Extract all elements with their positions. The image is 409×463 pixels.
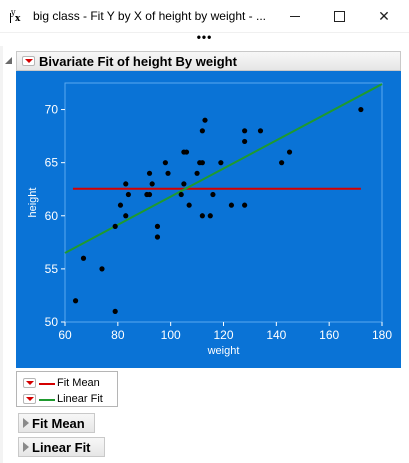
linear-fit-outline[interactable]: Linear Fit	[18, 437, 105, 457]
data-point-33	[242, 128, 248, 134]
x-tick-label-120: 120	[213, 328, 233, 342]
y-axis-ticks: 50 55 60 65 70	[45, 103, 65, 329]
data-point-6	[123, 181, 129, 187]
legend-label-fit-mean: Fit Mean	[57, 377, 100, 389]
y-tick-label-70: 70	[45, 103, 59, 117]
data-point-5	[117, 202, 124, 208]
x-tick-label-60: 60	[58, 328, 72, 342]
x-tick-label-180: 180	[372, 328, 392, 342]
red-triangle-menu-icon[interactable]	[23, 394, 36, 404]
data-point-31	[228, 202, 235, 208]
data-point-8	[125, 191, 131, 198]
y-tick-label-65: 65	[45, 156, 59, 170]
bivariate-outline-header[interactable]: Bivariate Fit of height By weight	[16, 51, 401, 71]
frame	[64, 82, 383, 323]
data-point-26	[199, 213, 205, 219]
y-tick-label-50: 50	[45, 315, 59, 329]
legend-swatch-fit-mean	[39, 383, 55, 385]
data-point-17	[178, 191, 184, 198]
maximize-button[interactable]	[316, 0, 362, 32]
scatter-chart[interactable]: 60 80 100 120 140 160 180 50 55 60 65 70 weight he…	[16, 71, 401, 368]
data-point-30	[218, 160, 224, 166]
plot-background	[16, 71, 401, 368]
data-point-27	[202, 117, 208, 123]
data-point-20	[183, 149, 190, 155]
data-point-32	[242, 138, 248, 145]
red-triangle-menu-icon[interactable]	[22, 56, 35, 66]
data-point-35	[257, 128, 264, 134]
red-triangle-menu-icon[interactable]	[23, 378, 36, 388]
data-point-21	[186, 202, 192, 208]
y-tick-label-60: 60	[45, 209, 59, 223]
data-point-12	[149, 181, 155, 187]
window-title: big class - Fit Y by X of height by weig…	[33, 9, 266, 23]
minimize-button[interactable]	[272, 0, 318, 32]
data-point-16	[165, 170, 171, 176]
close-icon: ✕	[378, 8, 390, 24]
data-point-24	[199, 160, 205, 166]
minimize-icon	[290, 16, 300, 17]
data-point-29	[210, 191, 216, 198]
data-point-34	[242, 202, 248, 208]
legend: Fit Mean Linear Fit	[16, 371, 118, 407]
data-point-11	[146, 191, 153, 198]
data-point-38	[358, 106, 364, 113]
data-point-25	[199, 128, 205, 134]
legend-swatch-linear-fit	[39, 399, 55, 401]
x-axis-ticks: 60 80 100 120 140 160 180	[58, 322, 392, 342]
x-axis-label: weight	[207, 345, 240, 357]
data-point-4	[112, 223, 118, 229]
legend-item-linear-fit[interactable]: Linear Fit	[17, 391, 117, 407]
linear-fit-outline-title: Linear Fit	[32, 440, 91, 455]
x-tick-label-100: 100	[161, 328, 181, 342]
fit-mean-outline[interactable]: Fit Mean	[18, 413, 95, 433]
maximize-icon	[334, 11, 345, 22]
data-points	[72, 106, 364, 314]
overflow-menu-dots-icon[interactable]: •••	[196, 30, 213, 44]
data-point-0	[72, 298, 79, 304]
y-axis-label: height	[27, 188, 39, 218]
data-point-15	[162, 160, 168, 166]
data-point-2	[99, 266, 105, 272]
data-point-10	[146, 170, 153, 176]
data-point-13	[154, 234, 161, 240]
data-point-36	[279, 160, 285, 166]
x-tick-label-80: 80	[111, 328, 125, 342]
data-point-1	[80, 255, 87, 261]
fit-mean-outline-title: Fit Mean	[32, 416, 85, 431]
data-point-18	[181, 181, 187, 187]
expand-triangle-icon[interactable]	[23, 418, 29, 428]
data-point-3	[112, 308, 118, 314]
x-tick-label-140: 140	[266, 328, 286, 342]
legend-label-linear-fit: Linear Fit	[57, 393, 103, 405]
collapse-outline-icon[interactable]	[5, 57, 12, 64]
data-point-7	[123, 213, 129, 219]
data-point-22	[194, 170, 200, 176]
data-point-14	[154, 223, 161, 229]
linear-fit-line	[64, 83, 383, 254]
expand-triangle-icon[interactable]	[23, 442, 29, 452]
report-title: Bivariate Fit of height By weight	[39, 54, 237, 69]
y-tick-label-55: 55	[45, 262, 59, 276]
close-button[interactable]: ✕	[361, 0, 407, 32]
left-gutter	[0, 46, 3, 463]
data-point-37	[286, 149, 293, 155]
data-point-28	[207, 213, 213, 219]
legend-item-fit-mean[interactable]: Fit Mean	[17, 375, 117, 391]
x-tick-label-160: 160	[319, 328, 339, 342]
